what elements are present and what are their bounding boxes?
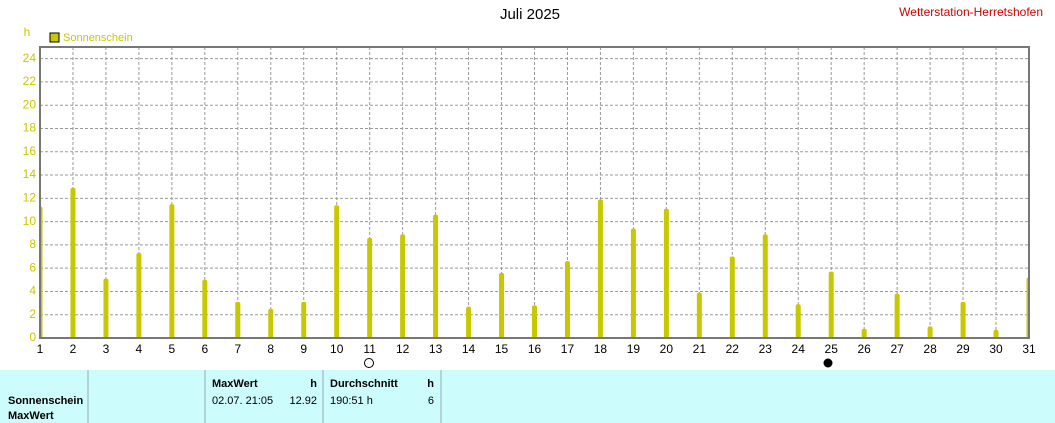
bar [400,234,406,338]
y-tick-label: 22 [23,74,37,88]
x-tick-label: 20 [660,342,674,356]
column-header: MaxWert [212,378,258,390]
moon-icon [823,358,833,368]
x-tick-label: 13 [429,342,443,356]
cell: 02.07. 21:05 [212,395,273,407]
bar [597,199,603,338]
x-tick-label: 25 [825,342,839,356]
row-label: MaxWert [8,410,54,422]
bar [828,271,834,338]
bar [499,272,505,338]
x-tick-label: 29 [956,342,970,356]
unit: h [310,378,317,390]
x-tick-label: 27 [890,342,904,356]
x-tick-label: 4 [136,342,143,356]
bar [762,234,768,338]
bar [993,329,999,338]
y-tick-label: 24 [23,51,37,65]
plot-border [39,46,1030,339]
bar [696,292,702,338]
bar [301,301,307,338]
x-tick-label: 16 [528,342,542,356]
table-panel [0,370,1055,423]
bar [663,208,669,338]
cell: 190:51 h [330,395,373,407]
x-tick-label: 7 [234,342,241,356]
bar [202,279,208,338]
x-tick-label: 12 [396,342,410,356]
row-label: Sonnenschein [8,395,83,407]
x-tick-label: 23 [759,342,773,356]
source: Wetterstation-Herretshofen [899,5,1043,19]
x-tick-label: 11 [363,342,376,356]
legend-swatch [49,32,60,43]
x-tick-label: 5 [169,342,176,356]
cell: 6 [428,395,434,407]
x-tick-label: 1 [37,342,44,356]
bar [532,305,537,338]
y-tick-label: 18 [23,121,37,135]
bar [136,253,142,338]
x-tick-label: 19 [627,342,641,356]
y-tick-label: 20 [23,97,37,111]
y-tick-label: 4 [29,284,36,298]
bar [235,301,241,338]
x-tick-label: 9 [300,342,307,356]
unit: h [427,378,434,390]
x-tick-label: 21 [693,342,707,356]
bar [630,228,636,338]
x-tick-label: 17 [561,342,575,356]
y-tick-label: 16 [23,144,37,158]
bar [564,261,570,338]
bar [70,187,76,338]
y-tick-label: 12 [23,190,37,204]
y-tick-label: 14 [23,167,37,181]
y-tick-label: 2 [29,307,36,321]
x-tick-label: 14 [462,342,476,356]
bar [960,301,966,338]
x-tick-label: 28 [923,342,937,356]
y-tick-label: 10 [23,214,37,228]
y-label: h [24,25,31,39]
x-tick-label: 24 [792,342,806,356]
bar [433,214,439,338]
y-tick-label: 8 [29,237,36,251]
bar [334,205,340,338]
bar [466,306,472,338]
bar [861,328,867,338]
bar [367,237,373,338]
y-tick-label: 6 [29,260,36,274]
bar [103,278,109,338]
x-tick-label: 15 [495,342,509,356]
x-tick-label: 2 [70,342,77,356]
y-tick-label: 0 [29,330,36,344]
x-tick-label: 22 [726,342,740,356]
column-header: Durchschnitt [330,378,398,390]
table-dividers [87,370,442,423]
x-tick-label: 6 [201,342,208,356]
legend-label: Sonnenschein [63,32,133,44]
cell: 12.92 [289,395,317,407]
x-tick-label: 3 [103,342,110,356]
bar [927,326,933,338]
x-tick-label: 10 [330,342,344,356]
chart-title: Juli 2025 [500,6,560,23]
bar [729,256,735,338]
bar [268,308,274,338]
x-tick-label: 31 [1022,342,1036,356]
x-tick-label: 26 [857,342,871,356]
x-tick-label: 18 [594,342,608,356]
moon-icon [364,358,374,368]
x-tick-label: 8 [267,342,274,356]
bar [894,293,900,338]
bar [795,304,801,338]
x-tick-label: 30 [989,342,1003,356]
bar [169,204,175,338]
